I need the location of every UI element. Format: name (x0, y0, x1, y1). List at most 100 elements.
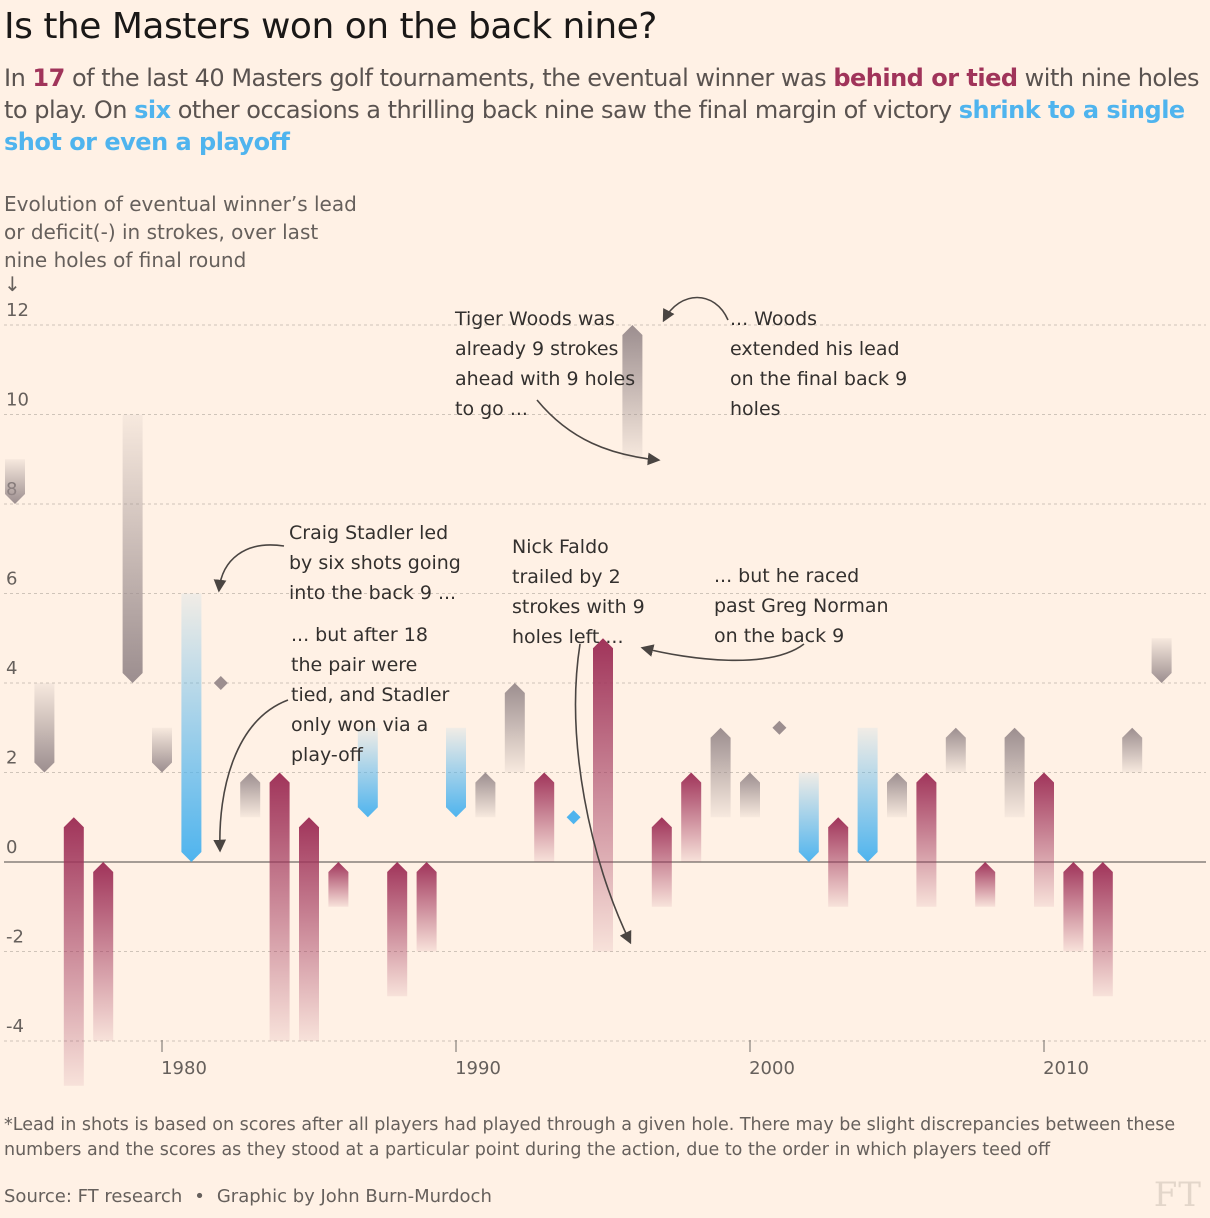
bar-marker (772, 720, 787, 735)
annotation-stadler-after: tied, and Stadler (291, 684, 450, 706)
subtitle-highlight-shrink: shrink to a single shot or even a playof… (4, 96, 1185, 156)
bar-1995 (593, 638, 613, 952)
x-tick-label: 2010 (1043, 1058, 1089, 1079)
annotation-faldo-after: past Greg Norman (714, 595, 889, 617)
annotation-tiger-after: on the final back 9 (730, 368, 907, 390)
bar-1983 (240, 772, 261, 818)
separator-dot: • (194, 1186, 205, 1207)
bar-2007 (945, 727, 966, 773)
down-arrow-icon: ↓ (4, 272, 21, 296)
bar-1998 (681, 772, 702, 862)
y-tick-label: 0 (6, 837, 17, 858)
bar-2012 (1092, 862, 1113, 997)
bar-2005 (887, 772, 907, 818)
arrow-faldo-after (640, 643, 805, 662)
bar-1975 (5, 459, 25, 504)
bar-2004 (857, 727, 878, 862)
bar-1979 (122, 414, 143, 683)
bar-1997 (651, 817, 672, 907)
bar-1989 (416, 862, 437, 952)
annotation-faldo-before: Nick Faldo (512, 536, 609, 558)
y-tick-label: 2 (6, 748, 17, 769)
bar-1993 (534, 772, 555, 862)
x-tick-label: 1990 (455, 1058, 501, 1079)
subtitle-text-2: of the last 40 Masters golf tournaments,… (64, 64, 834, 92)
y-tick-label: 6 (6, 569, 17, 590)
bar-2011 (1063, 862, 1084, 952)
x-tick-label: 2000 (749, 1058, 795, 1079)
y-tick-label: -4 (6, 1016, 24, 1037)
subtitle-highlight-17: 17 (32, 64, 65, 92)
bar-1976 (34, 683, 55, 773)
bar-1978 (93, 862, 114, 1041)
arrow-tiger-after (662, 296, 729, 323)
bar-1992 (504, 683, 525, 773)
annotation-tiger-after: holes (730, 398, 781, 420)
bars (5, 325, 1172, 1086)
bar-1980 (152, 727, 172, 773)
annotation-tiger-before: ahead with 9 holes (455, 368, 635, 390)
source-text: Source: FT research (4, 1186, 183, 1207)
subtitle-text-4: other occasions a thrilling back nine sa… (170, 96, 959, 124)
bar-1999 (710, 727, 731, 818)
annotations: Tiger Woods was already 9 strokes ahead wi… (213, 296, 907, 945)
subtitle-highlight-behind: behind or tied (833, 64, 1018, 92)
annotation-faldo-before: holes left ... (512, 626, 624, 648)
arrow-stadler-after (213, 699, 289, 853)
credit-text: Graphic by John Burn-Murdoch (216, 1186, 492, 1207)
annotation-tiger-before: to go ... (455, 398, 528, 420)
arrow-stadler-before (213, 544, 285, 593)
chart-title: Is the Masters won on the back nine? (4, 6, 657, 47)
y-tick-label: -2 (6, 927, 24, 948)
bar-2008 (975, 862, 996, 907)
bar-2014 (1151, 638, 1172, 683)
subtitle-highlight-six: six (134, 96, 171, 124)
y-tick-label: 10 (6, 390, 29, 411)
bar-1996 (622, 325, 643, 460)
annotation-tiger-after: ... Woods (730, 308, 817, 330)
annotation-stadler-before: Craig Stadler led (289, 522, 448, 544)
arrow-faldo-before (574, 643, 632, 945)
bar-1981 (181, 593, 202, 862)
bar-1987 (357, 727, 378, 818)
bar-1990 (446, 727, 466, 818)
y-tick-label: 12 (6, 300, 29, 321)
annotation-faldo-before: strokes with 9 (512, 596, 645, 618)
bar-2003 (828, 817, 849, 907)
bar-marker (213, 676, 228, 690)
chart-subtitle: In 17 of the last 40 Masters golf tourna… (4, 62, 1204, 158)
bar-1991 (475, 772, 496, 818)
bar-marker (566, 810, 581, 825)
y-tick-label: 4 (6, 658, 17, 679)
annotation-faldo-after: on the back 9 (714, 625, 844, 647)
annotation-stadler-before: into the back 9 ... (289, 582, 456, 604)
y-axis-title: Evolution of eventual winner’s lead or d… (4, 192, 357, 272)
bar-2000 (740, 772, 760, 818)
annotation-tiger-after: extended his lead (730, 338, 900, 360)
bar-2010 (1034, 772, 1054, 907)
annotation-stadler-after: play-off (291, 744, 364, 766)
subtitle-text-1: In (4, 64, 33, 92)
bar-1986 (328, 862, 349, 907)
annotation-faldo-before: trailed by 2 (512, 566, 621, 588)
annotation-stadler-after: only won via a (291, 714, 428, 736)
ft-logo: FT (1153, 1175, 1202, 1215)
bar-2006 (916, 772, 937, 907)
bar-2009 (1004, 727, 1025, 818)
annotation-stadler-before: by six shots going (289, 552, 461, 574)
bar-1985 (299, 817, 319, 1041)
bar-2013 (1122, 727, 1143, 773)
subtitle-text-3: with nine holes to play. On (4, 64, 1200, 124)
footnote: *Lead in shots is based on scores after … (4, 1115, 1176, 1160)
annotation-faldo-after: ... but he raced (714, 565, 859, 587)
bar-1977 (63, 817, 84, 1086)
bar-2002 (798, 772, 819, 862)
bar-1984 (269, 772, 290, 1041)
source-line: Source: FT research • Graphic by John Burn… (4, 1186, 492, 1207)
annotation-stadler-after: ... but after 18 (291, 624, 428, 646)
annotation-tiger-before: already 9 strokes (455, 338, 618, 360)
arrow-tiger-before (536, 399, 661, 466)
annotation-stadler-after: the pair were (291, 654, 417, 676)
x-tick-label: 1980 (161, 1058, 207, 1079)
